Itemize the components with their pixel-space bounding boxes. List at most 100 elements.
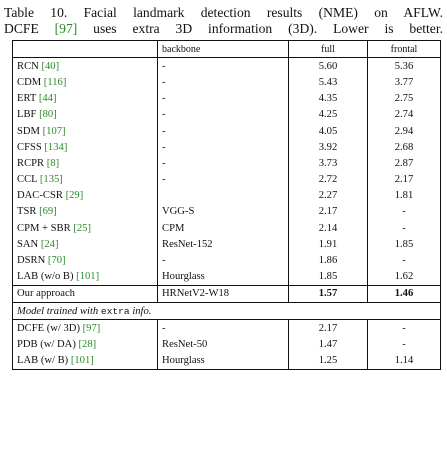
caption-line-1: Table 10. Facial landmark detection resu…	[4, 5, 443, 20]
table-row: SDM [107] -4.05 2.94	[12, 122, 441, 140]
section-label-pre: Model trained with	[17, 305, 101, 317]
citation-link[interactable]: [70]	[47, 255, 66, 267]
section-label-mono: extra	[100, 305, 130, 317]
method-cell: DCFE (w/ 3D) [97]	[12, 319, 158, 337]
backbone-cell: -	[157, 122, 289, 140]
frontal-cell: 2.74	[367, 106, 441, 123]
citation-link[interactable]: [40]	[41, 60, 60, 72]
citation-link[interactable]: [116]	[43, 76, 67, 88]
method-name: DSRN	[17, 255, 46, 267]
table-row: DCFE (w/ 3D) [97] -2.17-	[12, 319, 441, 337]
header-backbone: backbone	[157, 39, 289, 59]
method-cell: DSRN [70]	[12, 252, 158, 269]
backbone-cell: ResNet-50	[157, 336, 289, 353]
method-name: SDM	[17, 125, 40, 137]
citation-link[interactable]: [80]	[39, 109, 57, 121]
frontal-cell: -	[367, 319, 441, 337]
method-name: RCPR	[17, 157, 45, 169]
full-cell: 3.92	[288, 139, 368, 156]
section-label-post: info.	[129, 305, 152, 317]
method-name: CPM + SBR	[17, 222, 71, 234]
full-cell: 1.86	[288, 252, 368, 269]
full-cell: 1.47	[288, 336, 368, 353]
method-cell: RCN [40]	[12, 57, 158, 75]
citation-link[interactable]: [134]	[44, 141, 68, 153]
citation-link[interactable]: [101]	[76, 271, 100, 283]
full-cell: 2.14	[288, 220, 368, 237]
method-name: RCN	[17, 60, 39, 72]
caption-line-2-post: uses extra 3D information (3D). Lower is…	[77, 20, 443, 36]
method-cell: DAC-CSR [29]	[12, 187, 158, 204]
citation-link[interactable]: [24]	[40, 238, 59, 250]
citation-link[interactable]: [44]	[38, 93, 57, 105]
citation-link[interactable]: [69]	[39, 206, 57, 218]
frontal-cell: 5.36	[367, 57, 441, 75]
full-cell: 1.91	[288, 236, 368, 253]
method-name: LAB (w/ B)	[17, 355, 69, 367]
caption-line-2: DCFE [97] uses extra 3D information (3D)…	[4, 21, 443, 37]
full-cell: 4.05	[288, 122, 368, 140]
table-row: LAB (w/ B) [101] Hourglass 1.25 1.14	[12, 352, 441, 370]
frontal-cell: -	[367, 252, 441, 269]
our-approach-row: Our approach HRNetV2-W18 1.57 1.46	[12, 284, 441, 304]
method-name: DCFE (w/ 3D)	[17, 322, 80, 334]
backbone-cell: -	[157, 57, 289, 75]
ours-backbone: HRNetV2-W18	[157, 284, 289, 304]
citation-link[interactable]: [28]	[78, 338, 97, 350]
backbone-cell	[157, 187, 289, 204]
table-row: CPM + SBR [25] CPM 2.14-	[12, 220, 441, 237]
method-cell: CCL [135]	[12, 171, 158, 188]
method-cell: SAN [24]	[12, 236, 158, 253]
citation-link[interactable]: [97]	[82, 322, 101, 334]
frontal-cell: 2.94	[367, 122, 441, 140]
backbone-cell: -	[157, 171, 289, 188]
ours-full: 1.57	[288, 284, 368, 304]
full-cell: 3.73	[288, 155, 368, 172]
backbone-cell: ResNet-152	[157, 236, 289, 253]
table-row: TSR [69] VGG-S 2.17-	[12, 203, 441, 221]
caption-citation[interactable]: [97]	[54, 20, 78, 36]
table-row: RCN [40] -5.60 5.36	[12, 57, 441, 75]
method-cell: RCPR [8]	[12, 155, 158, 172]
frontal-cell: 1.81	[367, 187, 441, 204]
full-cell: 1.25	[288, 352, 368, 370]
table-row: SAN [24] ResNet-152 1.91 1.85	[12, 236, 441, 253]
backbone-cell: -	[157, 106, 289, 123]
backbone-cell: -	[157, 319, 289, 337]
citation-link[interactable]: [101]	[70, 355, 94, 367]
method-cell: CPM + SBR [25]	[12, 220, 158, 237]
method-name: ERT	[17, 93, 37, 105]
table-caption: Table 10. Facial landmark detection resu…	[4, 5, 443, 36]
section-header-row: Model trained with extra info.	[12, 302, 441, 321]
frontal-cell: 2.17	[367, 171, 441, 188]
table-row: LAB (w/o B) [101] Hourglass 1.85 1.62	[12, 268, 441, 286]
table-header-row: backbone full frontal	[12, 39, 441, 59]
method-cell: SDM [107]	[12, 122, 158, 140]
backbone-cell: Hourglass	[157, 268, 289, 286]
full-cell: 2.27	[288, 187, 368, 204]
table-row: CCL [135] -2.72 2.17	[12, 171, 441, 188]
citation-link[interactable]: [8]	[46, 157, 60, 169]
citation-link[interactable]: [25]	[73, 222, 91, 234]
backbone-cell: VGG-S	[157, 203, 289, 221]
citation-link[interactable]: [107]	[42, 125, 66, 137]
full-cell: 4.25	[288, 106, 368, 123]
full-cell: 2.17	[288, 319, 368, 337]
method-cell: CDM [116]	[12, 74, 158, 91]
method-name: CFSS	[17, 141, 42, 153]
method-name: TSR	[17, 206, 37, 218]
citation-link[interactable]: [135]	[39, 174, 63, 186]
full-cell: 2.72	[288, 171, 368, 188]
table-row: CFSS [134] -3.92 2.68	[12, 139, 441, 156]
method-name: CCL	[17, 174, 38, 186]
full-cell: 5.43	[288, 74, 368, 91]
method-cell: LBF [80]	[12, 106, 158, 123]
header-method	[12, 39, 158, 59]
frontal-cell: -	[367, 336, 441, 353]
section-label: Model trained with extra info.	[12, 302, 441, 321]
backbone-cell: -	[157, 252, 289, 269]
results-table: backbone full frontal RCN [40] -5.60 5.36 C…	[12, 39, 441, 370]
table-row: CDM [116] -5.43 3.77	[12, 74, 441, 91]
citation-link[interactable]: [29]	[65, 190, 84, 202]
frontal-cell: 2.87	[367, 155, 441, 172]
